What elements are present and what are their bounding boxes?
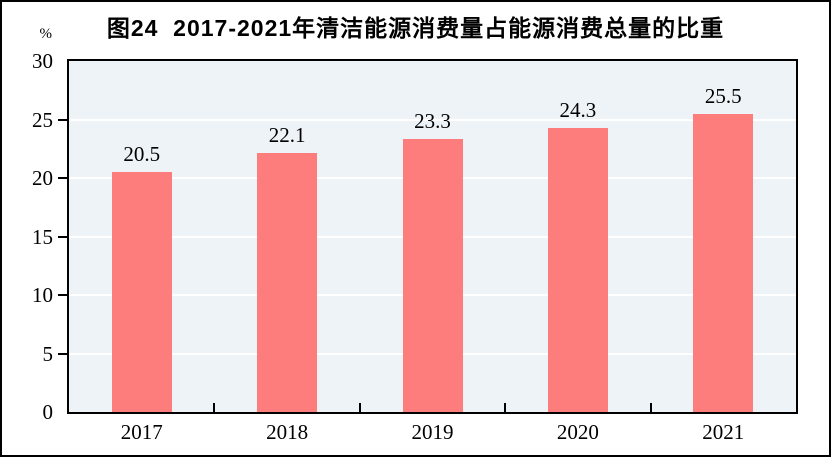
bar-2019 <box>402 139 463 412</box>
bar-2017 <box>111 172 172 412</box>
plot-area: 20.5 22.1 23.3 24.3 25.5 <box>67 59 798 414</box>
y-axis-tick-label: 20 <box>32 166 53 190</box>
bar-value-label: 23.3 <box>414 109 451 134</box>
y-axis-tick <box>58 294 67 296</box>
x-axis-tick <box>213 403 216 412</box>
y-axis-tick-label: 0 <box>42 400 54 424</box>
x-axis-label: 2017 <box>120 420 163 444</box>
x-axis-tick <box>649 403 652 412</box>
bar-value-label: 20.5 <box>123 142 161 167</box>
y-axis-tick <box>58 235 67 238</box>
y-axis-tick-label: 10 <box>32 283 53 307</box>
x-axis-label: 2021 <box>702 420 745 444</box>
y-axis-tick <box>58 118 67 121</box>
y-axis-tick-label: 25 <box>32 107 53 132</box>
y-axis-tick <box>58 177 67 179</box>
x-axis-label: 2019 <box>411 420 454 444</box>
gridline <box>69 118 796 121</box>
y-axis-unit-label: % <box>39 26 53 42</box>
bar-2018 <box>257 153 318 412</box>
chart-title: 图24 2017-2021年清洁能源消费量占能源消费总量的比重 <box>106 15 725 41</box>
bar-2021 <box>693 113 754 412</box>
y-axis-tick <box>58 352 67 355</box>
x-axis-tick <box>504 403 507 412</box>
y-axis-tick-label: 30 <box>32 49 53 73</box>
y-axis-tick-label: 5 <box>42 341 54 366</box>
bar-2020 <box>547 127 608 412</box>
bar-value-label: 25.5 <box>704 83 742 108</box>
x-axis-label: 2020 <box>556 420 599 444</box>
y-axis-tick-label: 15 <box>32 224 53 249</box>
bar-value-label: 22.1 <box>268 123 306 148</box>
x-axis-tick <box>358 403 361 412</box>
bar-value-label: 24.3 <box>559 97 597 122</box>
x-axis-label: 2018 <box>266 420 309 444</box>
